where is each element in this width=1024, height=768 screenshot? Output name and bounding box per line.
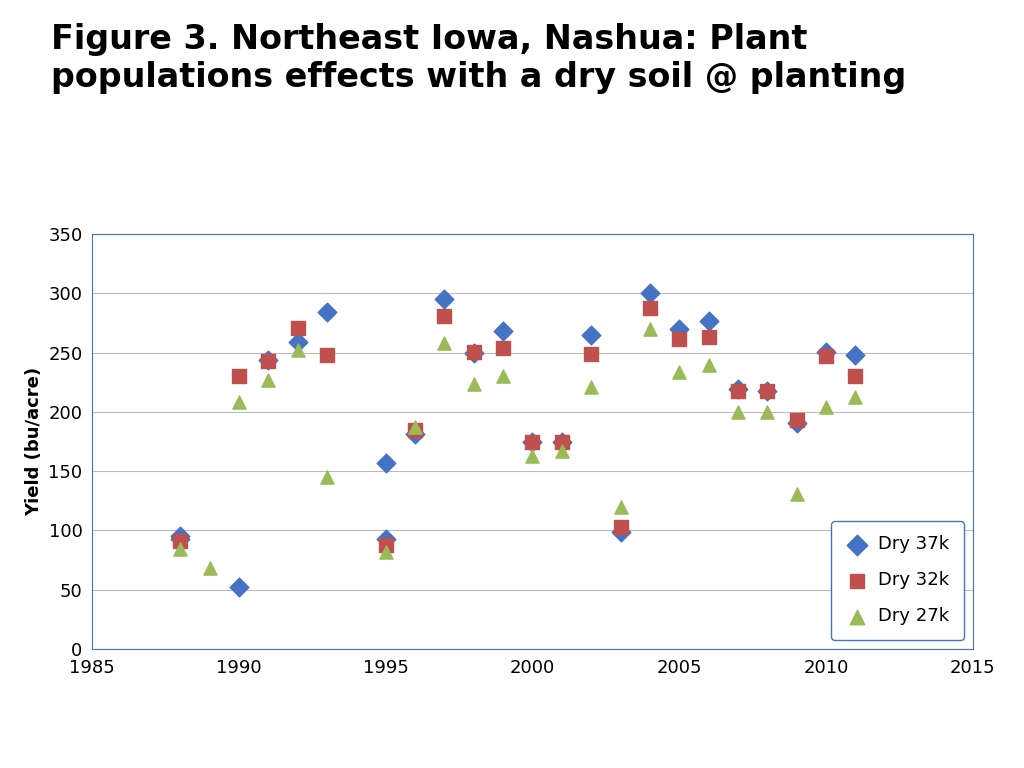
Dry 37k: [172, 533, 188, 545]
Text: Figure 3. Northeast Iowa, Nashua: Plant
populations effects with a dry soil @ pl: Figure 3. Northeast Iowa, Nashua: Plant …: [51, 23, 906, 94]
Dry 37k: [700, 315, 717, 327]
Dry 32k: [671, 333, 687, 345]
Dry 27k: [495, 370, 511, 382]
Dry 37k: [290, 336, 306, 348]
Dry 37k: [583, 329, 599, 341]
Dry 32k: [612, 521, 629, 533]
Y-axis label: Yield (bu/acre): Yield (bu/acre): [25, 367, 43, 516]
Dry 37k: [759, 385, 775, 397]
Dry 37k: [642, 287, 658, 300]
Dry 37k: [877, 553, 893, 565]
Dry 37k: [524, 435, 541, 448]
Dry 27k: [642, 323, 658, 335]
Dry 37k: [612, 525, 629, 538]
Dry 37k: [466, 346, 482, 359]
Dry 32k: [290, 322, 306, 334]
Dry 32k: [172, 535, 188, 548]
Dry 27k: [407, 421, 423, 433]
Dry 37k: [318, 306, 335, 319]
Legend: Dry 37k, Dry 32k, Dry 27k: Dry 37k, Dry 32k, Dry 27k: [831, 521, 964, 640]
Dry 37k: [847, 349, 863, 361]
Dry 32k: [318, 349, 335, 361]
Dry 32k: [788, 414, 805, 426]
Dry 32k: [230, 370, 247, 382]
Dry 37k: [554, 435, 570, 448]
Dry 27k: [466, 377, 482, 389]
Dry 37k: [436, 293, 453, 306]
Dry 37k: [407, 429, 423, 441]
Dry 27k: [612, 501, 629, 513]
Dry 27k: [583, 381, 599, 393]
Dry 27k: [730, 406, 746, 418]
Dry 37k: [260, 354, 276, 366]
Dry 27k: [788, 488, 805, 500]
Dry 27k: [436, 337, 453, 349]
Dry 32k: [847, 370, 863, 382]
Dry 32k: [700, 331, 717, 343]
Dry 32k: [378, 538, 394, 551]
Dry 32k: [436, 310, 453, 322]
Dry 27k: [524, 450, 541, 462]
Dry 27k: [554, 445, 570, 457]
Dry 27k: [378, 545, 394, 558]
Dry 37k: [378, 533, 394, 545]
Dry 27k: [818, 401, 835, 413]
Dry 27k: [877, 533, 893, 545]
Dry 32k: [759, 385, 775, 397]
Dry 32k: [583, 348, 599, 360]
Dry 27k: [230, 396, 247, 409]
Dry 32k: [466, 346, 482, 358]
Dry 27k: [202, 562, 218, 574]
Dry 32k: [407, 424, 423, 436]
Dry 37k: [788, 416, 805, 429]
Dry 37k: [671, 323, 687, 335]
Dry 37k: [495, 326, 511, 338]
Dry 37k: [730, 383, 746, 396]
Text: Extension and Outreach: Extension and Outreach: [31, 740, 234, 757]
Dry 37k: [378, 457, 394, 469]
Dry 37k: [172, 530, 188, 542]
Dry 32k: [877, 545, 893, 558]
Dry 37k: [818, 346, 835, 358]
Dry 27k: [318, 471, 335, 483]
Dry 27k: [260, 374, 276, 386]
Dry 27k: [290, 344, 306, 356]
Dry 27k: [172, 543, 188, 555]
Dry 32k: [642, 302, 658, 314]
Dry 27k: [847, 390, 863, 402]
Text: Iowa State University: Iowa State University: [31, 700, 347, 726]
Dry 32k: [495, 342, 511, 354]
Dry 32k: [730, 385, 746, 397]
Dry 32k: [554, 435, 570, 448]
Dry 27k: [759, 406, 775, 418]
Dry 37k: [230, 581, 247, 594]
Dry 27k: [671, 366, 687, 378]
Dry 32k: [818, 350, 835, 362]
Dry 32k: [260, 355, 276, 367]
Dry 32k: [524, 435, 541, 448]
Dry 27k: [700, 359, 717, 371]
